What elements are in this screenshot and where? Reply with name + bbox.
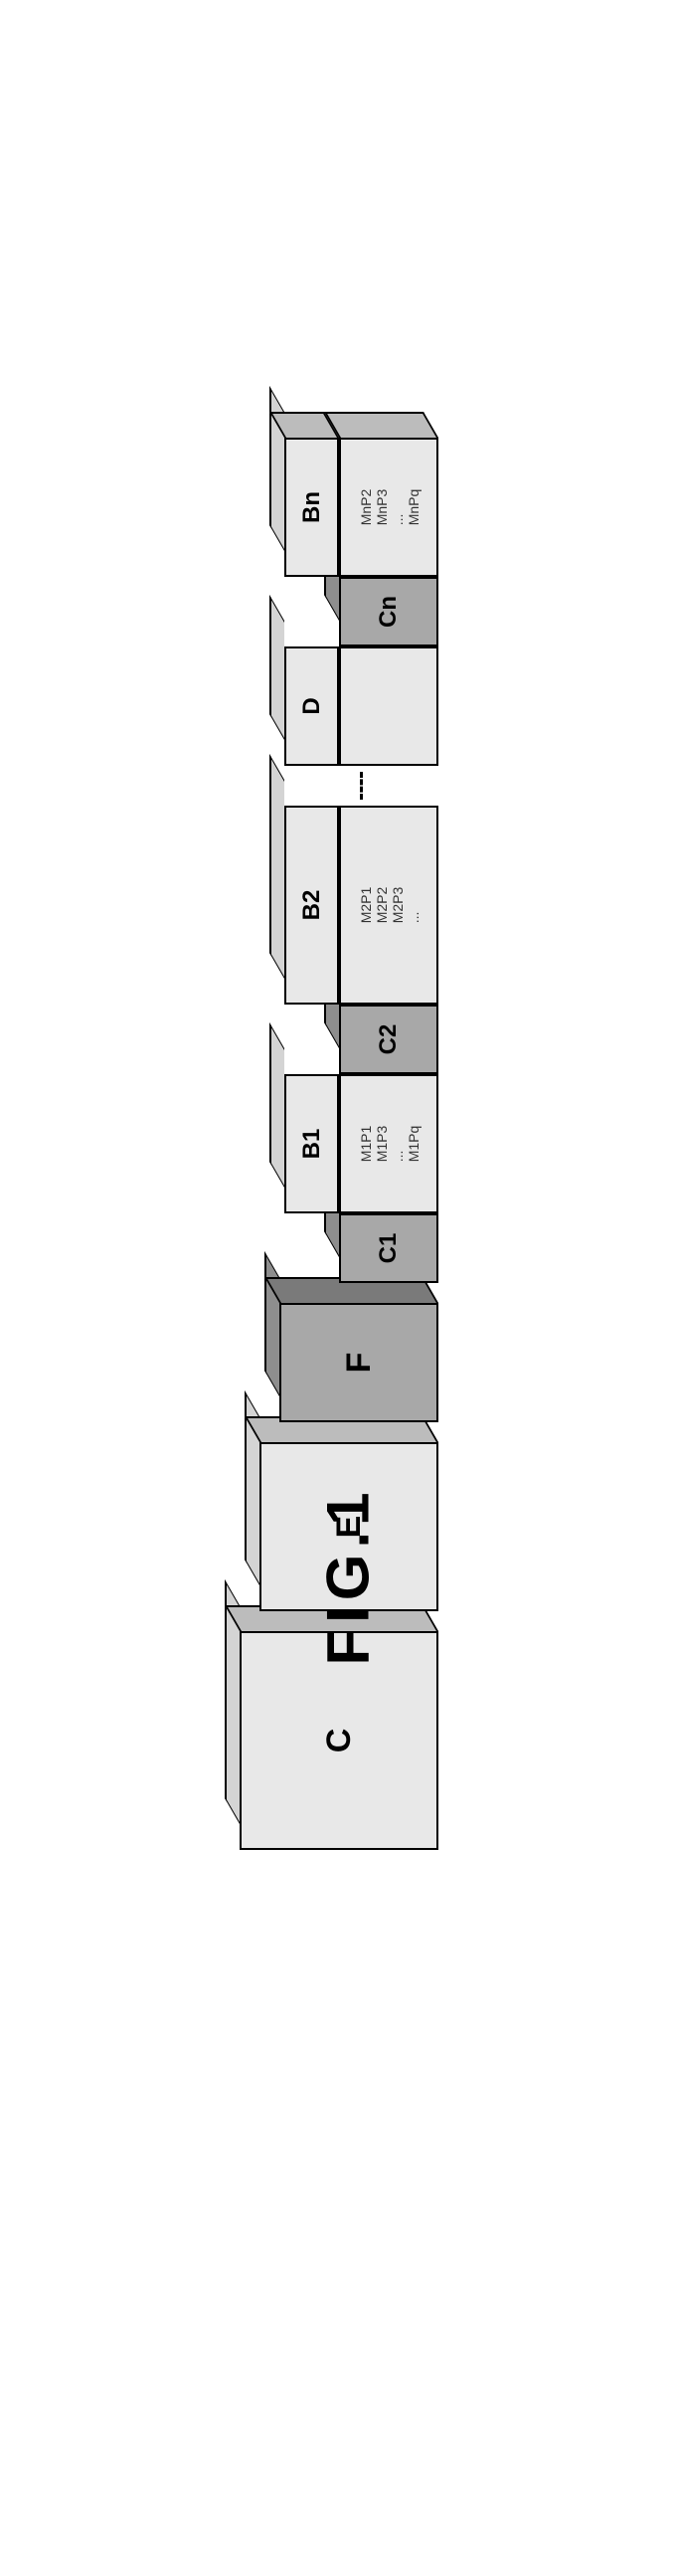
segment-D-header-front-face: D xyxy=(284,646,339,766)
segment-Cn-body-front-face: Cn xyxy=(339,577,438,646)
segment-B1-header-label: B1 xyxy=(297,1129,325,1160)
segment-D-body xyxy=(339,646,438,766)
segment-B1-header-front-face: B1 xyxy=(284,1074,339,1213)
segment-B1-body-sublist: M1P1M1P3...M1Pq xyxy=(357,1126,421,1163)
figure-label: FIG.1 xyxy=(314,1486,383,1665)
chain-gap xyxy=(284,766,438,806)
segment-B2-header-label: B2 xyxy=(297,890,325,921)
segment-B2-header-top-face xyxy=(269,754,284,979)
segment-Bn-header-label: Bn xyxy=(297,491,325,523)
segment-B1-body-sublist-item: M1P3 xyxy=(373,1126,389,1163)
segment-Bn-body-sublist-item: MnPq xyxy=(406,489,422,526)
segment-Bn-header-top-face xyxy=(269,386,284,551)
segment-Bn-header: Bn xyxy=(284,438,339,577)
segment-D-header-label: D xyxy=(297,697,325,714)
block-F-label: F xyxy=(339,1353,378,1374)
segment-B1-header: B1 xyxy=(284,1074,339,1213)
segment-D: D xyxy=(284,646,438,766)
segment-C1-body: C1 xyxy=(339,1213,438,1283)
segment-B1: B1 M1P1M1P3...M1Pq xyxy=(284,1074,438,1213)
segment-Bn: Bn MnP2MnP3...MnPq xyxy=(284,438,438,577)
segment-B2-header: B2 xyxy=(284,806,339,1005)
segment-C2-body-front-face: C2 xyxy=(339,1005,438,1074)
segment-B2-body-sublist-item: M2P1 xyxy=(357,887,373,924)
segment-C1: C1 xyxy=(284,1213,438,1283)
block-C-label: C xyxy=(319,1729,358,1753)
segment-Bn-body-sublist-item: ... xyxy=(390,489,406,526)
segment-Cn: Cn xyxy=(284,577,438,646)
segment-B1-body-sublist-item: ... xyxy=(390,1126,406,1163)
segment-Bn-header-front-face: Bn xyxy=(284,438,339,577)
segment-D-header-top-face xyxy=(269,595,284,740)
segment-Bn-body-side-face xyxy=(324,412,438,438)
segment-D-header: D xyxy=(284,646,339,766)
segment-B2-body-sublist-item: ... xyxy=(406,887,422,924)
segment-B1-body-sublist-item: M1P1 xyxy=(357,1126,373,1163)
segment-GAP xyxy=(284,766,438,806)
segment-B1-body-sublist-item: M1Pq xyxy=(406,1126,422,1163)
segment-Bn-body-sublist-item: MnP3 xyxy=(373,489,389,526)
segment-Cn-body-label: Cn xyxy=(375,596,403,628)
segment-Cn-body: Cn xyxy=(339,577,438,646)
segment-B1-header-top-face xyxy=(269,1022,284,1188)
segment-B2-body: M2P1M2P2M2P3... xyxy=(339,806,438,1005)
segment-C2-body-label: C2 xyxy=(375,1024,403,1055)
segment-Bn-body-sublist: MnP2MnP3...MnPq xyxy=(357,489,421,526)
segment-C1-body-front-face: C1 xyxy=(339,1213,438,1283)
block-F-top-face xyxy=(264,1251,279,1396)
segment-B1-body-front-face: M1P1M1P3...M1Pq xyxy=(339,1074,438,1213)
segment-B1-body: M1P1M1P3...M1Pq xyxy=(339,1074,438,1213)
segment-Bn-body-front-face: MnP2MnP3...MnPq xyxy=(339,438,438,577)
segment-B2-body-front-face: M2P1M2P2M2P3... xyxy=(339,806,438,1005)
segment-B2-body-sublist-item: M2P3 xyxy=(390,887,406,924)
segment-B2-body-sublist-item: M2P2 xyxy=(373,887,389,924)
chain-gap-dash xyxy=(360,772,363,800)
segment-B2: B2 M2P1M2P2M2P3... xyxy=(284,806,438,1005)
segment-B2-body-sublist: M2P1M2P2M2P3... xyxy=(357,887,421,924)
segment-C2: C2 xyxy=(284,1005,438,1074)
block-F-front-face: F xyxy=(279,1303,438,1422)
segment-C2-body: C2 xyxy=(339,1005,438,1074)
segment-C1-body-label: C1 xyxy=(375,1233,403,1264)
segment-Bn-body-sublist-item: MnP2 xyxy=(357,489,373,526)
segment-D-body-front-face xyxy=(339,646,438,766)
segment-B2-header-front-face: B2 xyxy=(284,806,339,1005)
segment-Bn-body: MnP2MnP3...MnPq xyxy=(339,438,438,577)
block-F: F xyxy=(279,1303,438,1422)
chain-group: C1B1M1P1M1P3...M1PqC2B2M2P1M2P2M2P3...DC… xyxy=(284,438,438,1283)
